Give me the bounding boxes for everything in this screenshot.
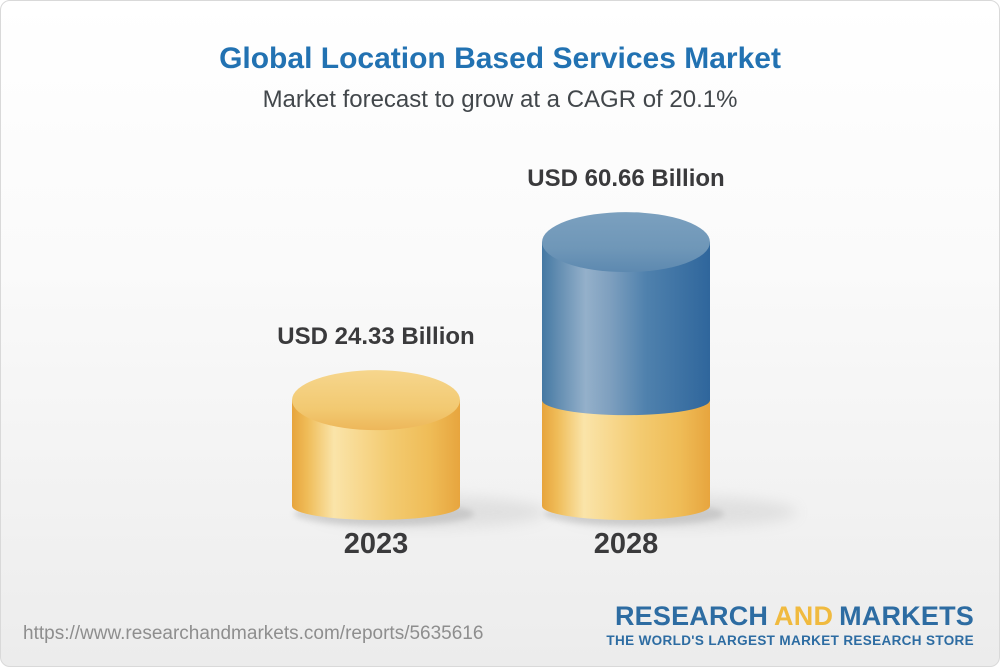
chart-title: Global Location Based Services Market bbox=[219, 42, 781, 75]
logo-word-and: AND bbox=[774, 601, 834, 631]
logo-word-research: RESEARCH bbox=[614, 601, 769, 631]
cylinder-bar-2028 bbox=[542, 212, 797, 528]
value-label-2028: USD 60.66 Billion bbox=[527, 165, 725, 193]
logo-wordmark: RESEARCH AND MARKETS bbox=[606, 601, 974, 632]
source-url: https://www.researchandmarkets.com/repor… bbox=[23, 623, 484, 644]
value-label-2023: USD 24.33 Billion bbox=[277, 323, 475, 351]
brand-logo: RESEARCH AND MARKETS THE WORLD'S LARGEST M… bbox=[606, 601, 974, 649]
category-label-2023: 2023 bbox=[343, 528, 409, 560]
cylinder-bar-2023 bbox=[292, 370, 547, 528]
chart-subtitle: Market forecast to grow at a CAGR of 20.… bbox=[262, 86, 738, 113]
logo-word-markets: MARKETS bbox=[839, 601, 974, 631]
logo-tagline: THE WORLD'S LARGEST MARKET RESEARCH STOR… bbox=[606, 632, 974, 648]
category-label-2028: 2028 bbox=[593, 528, 659, 560]
